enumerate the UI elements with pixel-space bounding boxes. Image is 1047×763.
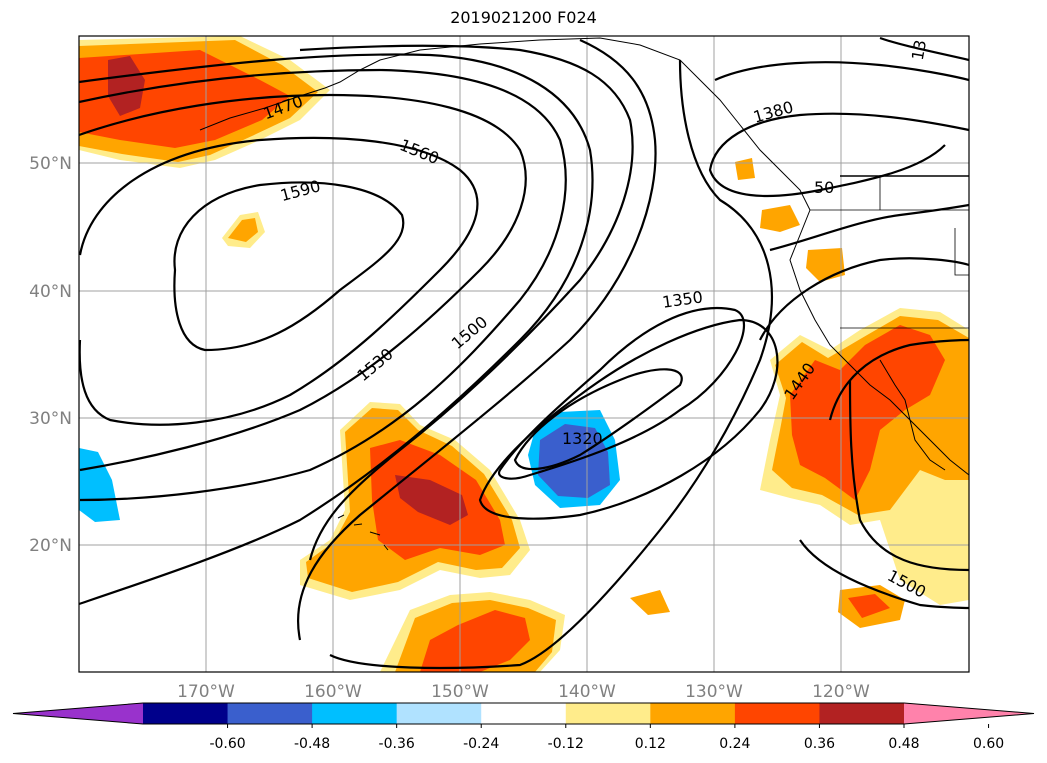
colorbar-tick-labels: -0.60 -0.48 -0.36 -0.24 -0.12 0.12 0.24 0.36 0.4… (209, 736, 1004, 752)
gridlines (79, 36, 969, 672)
lon-label-150w: 150°W (431, 682, 489, 702)
lat-label-40n: 40°N (29, 282, 72, 302)
colorbar-tick-label: -0.48 (294, 736, 330, 752)
colorbar-segment (565, 703, 651, 724)
anomaly-shading (79, 36, 969, 672)
colorbar-segment (312, 703, 398, 724)
colorbar-tick-label: -0.36 (379, 736, 415, 752)
colorbar-segment (143, 703, 229, 724)
colorbar-extend-low (13, 703, 143, 724)
colorbar-segment (481, 703, 567, 724)
latitude-labels: 50°N 40°N 30°N 20°N (29, 154, 72, 556)
map-title: 2019021200 F024 (450, 8, 597, 27)
colorbar-tick-label: -0.60 (209, 736, 245, 752)
colorbar-tick-label: -0.24 (463, 736, 499, 752)
contour-label-50: 50 (814, 178, 834, 197)
lat-label-50n: 50°N (29, 154, 72, 174)
colorbar-tick-label: 0.60 (973, 736, 1004, 752)
colorbar-segment (650, 703, 736, 724)
lat-label-20n: 20°N (29, 536, 72, 556)
lon-label-140w: 140°W (558, 682, 616, 702)
lon-label-120w: 120°W (812, 682, 870, 702)
colorbar-segment (819, 703, 905, 724)
longitude-labels: 170°W 160°W 150°W 140°W 130°W 120°W (177, 682, 870, 702)
colorbar-segment (396, 703, 482, 724)
coastlines (199, 37, 969, 551)
lon-label-170w: 170°W (177, 682, 235, 702)
lat-label-30n: 30°N (29, 409, 72, 429)
colorbar-tick-label: 0.12 (635, 736, 666, 752)
contour-label-13: 13 (908, 38, 930, 61)
colorbar-tick-label: 0.24 (719, 736, 750, 752)
colorbar-tick-label: 0.36 (804, 736, 835, 752)
colorbar-tick-label: -0.12 (548, 736, 584, 752)
contour-label-1320: 1320 (562, 429, 603, 448)
colorbar (12, 702, 1035, 728)
map-frame (78, 35, 970, 673)
height-contours (79, 36, 969, 670)
colorbar-segment (734, 703, 820, 724)
colorbar-segment (227, 703, 313, 724)
colorbar-outline (12, 702, 1035, 725)
lon-label-160w: 160°W (304, 682, 362, 702)
lon-label-130w: 130°W (685, 682, 743, 702)
colorbar-tick-label: 0.48 (888, 736, 919, 752)
colorbar-extend-high (904, 703, 1034, 724)
